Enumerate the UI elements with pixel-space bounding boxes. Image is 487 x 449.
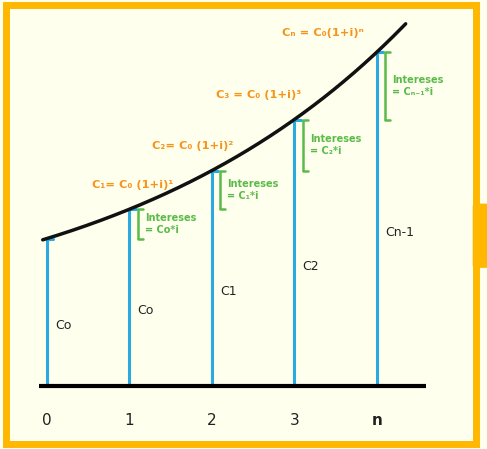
Text: 1: 1: [125, 413, 134, 427]
Text: Co: Co: [55, 319, 72, 332]
Text: 0: 0: [42, 413, 52, 427]
Text: n: n: [372, 413, 382, 427]
Text: Cₙ = C₀(1+i)ⁿ: Cₙ = C₀(1+i)ⁿ: [282, 28, 364, 38]
Text: C₃ = C₀ (1+i)³: C₃ = C₀ (1+i)³: [216, 90, 301, 100]
Text: Cn-1: Cn-1: [385, 226, 414, 239]
Text: C1: C1: [220, 285, 237, 298]
Text: C₁= C₀ (1+i)¹: C₁= C₀ (1+i)¹: [92, 180, 173, 190]
Text: Intereses
= C₁*i: Intereses = C₁*i: [227, 179, 279, 201]
Text: Co: Co: [138, 304, 154, 317]
Text: C₂= C₀ (1+i)²: C₂= C₀ (1+i)²: [152, 141, 234, 151]
Text: Intereses
= Cₙ₋₁*i: Intereses = Cₙ₋₁*i: [393, 75, 444, 97]
Text: Intereses
= Co*i: Intereses = Co*i: [145, 213, 196, 235]
Text: 3: 3: [289, 413, 299, 427]
Text: Intereses
= C₂*i: Intereses = C₂*i: [310, 134, 361, 156]
Text: C2: C2: [302, 260, 319, 273]
Text: 2: 2: [207, 413, 217, 427]
